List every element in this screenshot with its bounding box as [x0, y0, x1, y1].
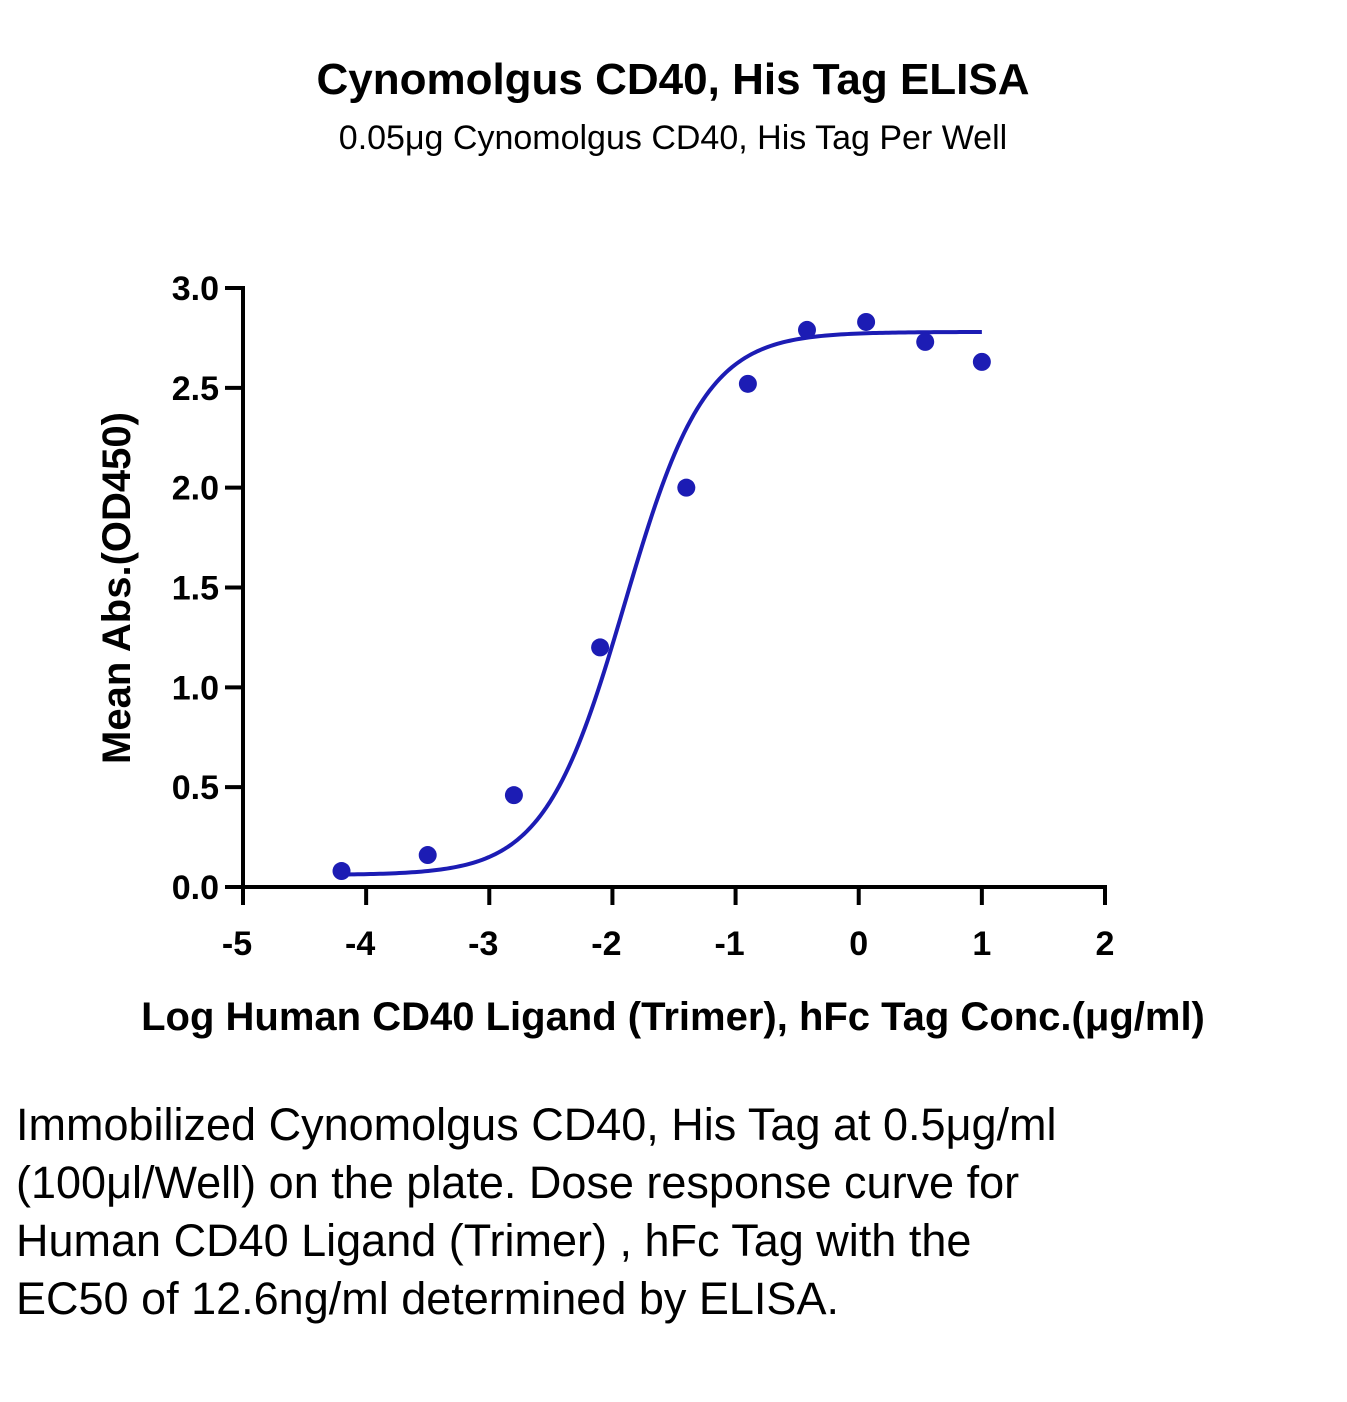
x-tick-label: -4: [345, 925, 375, 963]
y-axis: 0.0 0.5 1.0 1.5 2.0 2.5 3.0: [172, 270, 245, 907]
y-tick-label: 1.5: [172, 570, 219, 608]
x-tick-label: -1: [714, 925, 744, 963]
y-tick-label: 2.0: [172, 470, 219, 508]
data-point: [591, 638, 610, 657]
x-tick-label: 0: [849, 925, 868, 963]
data-point: [797, 320, 816, 339]
x-axis-label: Log Human CD40 Ligand (Trimer), hFc Tag …: [141, 995, 1205, 1039]
x-tick-label: 1: [972, 925, 991, 963]
y-tick-label: 1.0: [172, 669, 219, 707]
data-point: [916, 332, 935, 351]
data-point: [504, 786, 523, 805]
data-point: [677, 478, 696, 497]
y-tick-label: 0.0: [172, 869, 219, 907]
y-tick-label: 0.5: [172, 769, 219, 807]
y-axis-label: Mean Abs.(OD450): [95, 412, 139, 764]
data-point: [418, 846, 437, 865]
x-tick-label: -5: [222, 925, 252, 963]
fit-curve: [341, 330, 982, 877]
chart-subtitle: 0.05μg Cynomolgus CD40, His Tag Per Well: [339, 119, 1007, 157]
figure-caption: Immobilized Cynomolgus CD40, His Tag at …: [16, 1099, 1057, 1324]
y-tick-label: 3.0: [172, 270, 219, 308]
data-point: [972, 352, 991, 371]
plot-area: [332, 312, 991, 881]
x-axis: -5 -4 -3 -2 -1 0 1 2: [222, 885, 1115, 963]
x-tick-label: 2: [1096, 925, 1115, 963]
data-point: [738, 374, 757, 393]
x-tick-label: -2: [591, 925, 621, 963]
chart: Cynomolgus CD40, His Tag ELISA 0.05μg Cy…: [95, 55, 1205, 1039]
y-tick-label: 2.5: [172, 370, 219, 408]
x-tick-label: -3: [468, 925, 498, 963]
data-point: [332, 862, 351, 881]
data-point: [857, 312, 876, 331]
chart-title: Cynomolgus CD40, His Tag ELISA: [316, 55, 1029, 104]
